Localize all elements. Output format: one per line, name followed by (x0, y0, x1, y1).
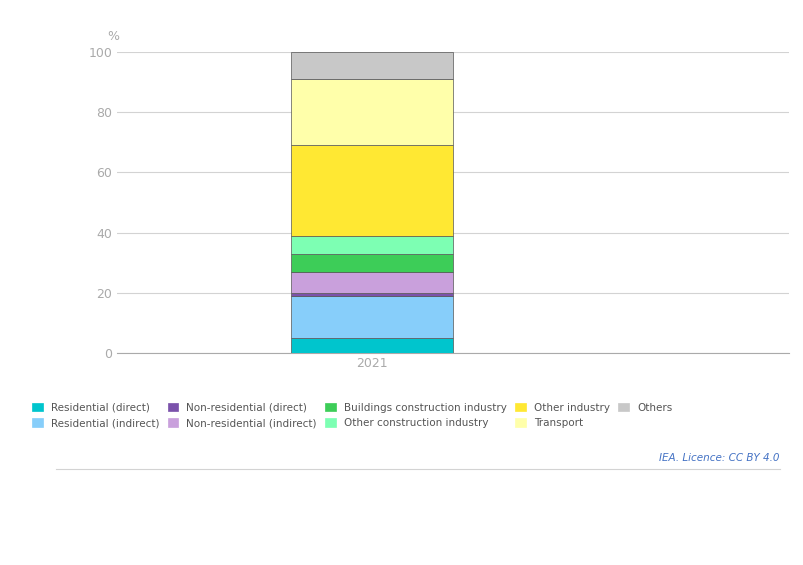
Bar (291, 236, 452, 254)
Bar (291, 53, 452, 79)
Bar (291, 272, 452, 293)
Bar (291, 79, 452, 145)
Bar (291, 295, 452, 338)
Bar (291, 145, 452, 236)
Bar (291, 338, 452, 353)
Bar (291, 293, 452, 295)
Legend: Residential (direct), Residential (indirect), Non-residential (direct), Non-resi: Residential (direct), Residential (indir… (32, 403, 671, 428)
Text: %: % (107, 31, 119, 44)
Text: IEA. Licence: CC BY 4.0: IEA. Licence: CC BY 4.0 (658, 453, 779, 463)
Bar (291, 254, 452, 272)
